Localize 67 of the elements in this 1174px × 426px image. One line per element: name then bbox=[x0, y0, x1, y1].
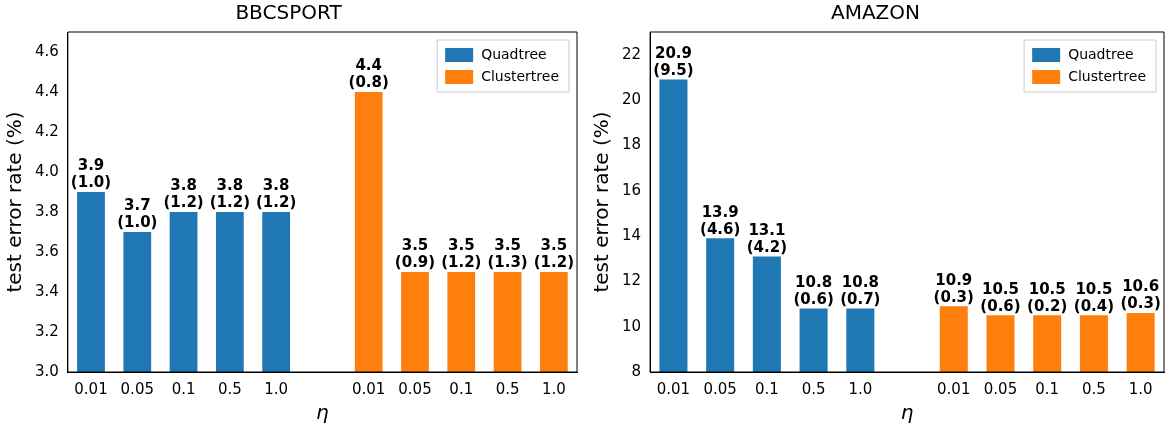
data-label: 3.7 (1.0) bbox=[117, 196, 158, 232]
y-tick-label: 3.2 bbox=[35, 321, 59, 340]
y-tick-label: 14 bbox=[621, 225, 642, 244]
data-label: 10.5 (0.4) bbox=[1073, 279, 1115, 315]
x-tick-label: 0.5 bbox=[217, 379, 242, 398]
y-tick-label: 20 bbox=[621, 89, 642, 108]
data-label: 10.8 (0.7) bbox=[840, 272, 881, 308]
y-tick-label: 3.4 bbox=[35, 281, 59, 300]
data-label: 10.5 (0.6) bbox=[980, 279, 1021, 315]
y-tick-label: 12 bbox=[621, 271, 642, 290]
data-label: 3.5 (1.2) bbox=[441, 236, 482, 272]
legend-label: Clustertree bbox=[481, 67, 559, 84]
x-tick-label: 0.01 bbox=[656, 379, 691, 398]
data-label: 3.9 (1.0) bbox=[70, 156, 112, 192]
x-tick-label: 0.1 bbox=[171, 379, 196, 398]
legend-label: Quadtree bbox=[1068, 45, 1134, 62]
x-tick-label: 0.1 bbox=[754, 379, 779, 398]
data-label: 3.8 (1.2) bbox=[209, 176, 250, 212]
x-axis-title: η bbox=[316, 400, 330, 425]
x-tick-label: 0.5 bbox=[801, 379, 826, 398]
legend-label: Clustertree bbox=[1068, 67, 1146, 84]
x-tick-label: 0.01 bbox=[74, 379, 108, 398]
data-label: 3.5 (1.2) bbox=[533, 236, 575, 272]
x-tick-label: 0.5 bbox=[1081, 379, 1106, 398]
y-tick-label: 3.0 bbox=[35, 361, 59, 380]
data-label: 13.1 (4.2) bbox=[746, 220, 788, 256]
data-label: 10.6 (0.3) bbox=[1120, 277, 1161, 313]
x-tick-label: 0.1 bbox=[1035, 379, 1060, 398]
y-tick-label: 4.2 bbox=[35, 121, 59, 140]
x-axis-title: η bbox=[900, 400, 914, 425]
x-tick-label: 1.0 bbox=[541, 379, 566, 398]
y-tick-label: 3.6 bbox=[35, 241, 59, 260]
x-tick-label: 0.05 bbox=[983, 379, 1018, 398]
y-axis-title: test error rate (%) bbox=[589, 111, 614, 293]
y-axis-title: test error rate (%) bbox=[2, 111, 27, 293]
chart-title: AMAZON bbox=[830, 0, 921, 25]
x-tick-label: 0.1 bbox=[449, 379, 474, 398]
data-label: 3.8 (1.2) bbox=[163, 176, 204, 212]
x-tick-label: 0.01 bbox=[937, 379, 971, 398]
data-label: 20.9 (9.5) bbox=[653, 43, 694, 79]
legend-label: Quadtree bbox=[481, 45, 547, 62]
y-tick-label: 22 bbox=[621, 44, 642, 63]
data-label: 10.9 (0.3) bbox=[933, 270, 974, 306]
chart-title: BBCSPORT bbox=[235, 0, 343, 25]
x-tick-label: 1.0 bbox=[1128, 379, 1153, 398]
x-tick-label: 1.0 bbox=[264, 379, 289, 398]
data-label: 4.4 (0.8) bbox=[348, 56, 389, 92]
y-tick-label: 10 bbox=[621, 316, 642, 335]
y-tick-label: 8 bbox=[631, 361, 642, 380]
data-label: 3.5 (0.9) bbox=[394, 236, 436, 272]
data-label: 10.5 (0.2) bbox=[1027, 279, 1068, 315]
y-tick-label: 16 bbox=[621, 180, 642, 199]
y-tick-label: 4.6 bbox=[35, 41, 59, 60]
data-label: 3.5 (1.3) bbox=[487, 236, 528, 272]
y-tick-label: 4.4 bbox=[35, 81, 59, 100]
x-tick-label: 1.0 bbox=[848, 379, 873, 398]
data-label: 3.8 (1.2) bbox=[255, 176, 297, 212]
x-tick-label: 0.05 bbox=[398, 379, 432, 398]
x-tick-label: 0.5 bbox=[495, 379, 520, 398]
data-label: 10.8 (0.6) bbox=[793, 272, 834, 308]
x-tick-label: 0.05 bbox=[703, 379, 737, 398]
x-tick-label: 0.05 bbox=[120, 379, 154, 398]
data-label: 13.9 (4.6) bbox=[700, 202, 741, 238]
y-tick-label: 3.8 bbox=[35, 201, 59, 220]
x-tick-label: 0.01 bbox=[352, 379, 386, 398]
y-tick-label: 18 bbox=[621, 135, 642, 154]
y-tick-label: 4.0 bbox=[35, 161, 59, 180]
